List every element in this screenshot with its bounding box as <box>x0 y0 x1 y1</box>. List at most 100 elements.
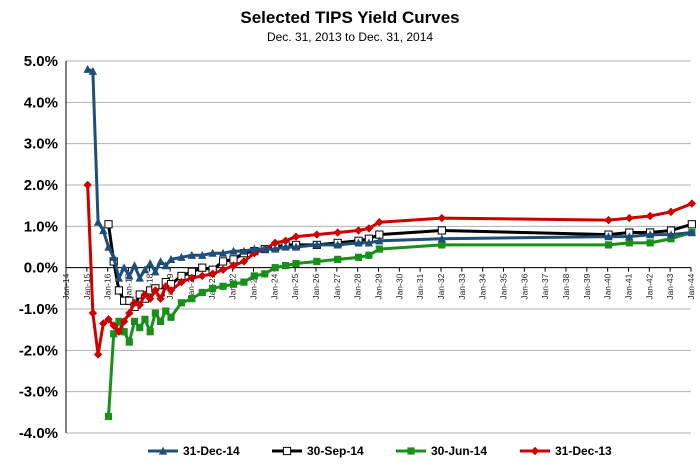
data-point <box>114 286 124 295</box>
data-point <box>146 328 154 336</box>
data-point <box>161 282 170 291</box>
data-point <box>140 265 150 274</box>
y-tick-label: 0.0% <box>24 260 58 277</box>
data-point <box>250 272 258 280</box>
y-tick-label: -2.0% <box>19 342 58 359</box>
data-point <box>218 248 228 257</box>
x-tick-label: Jan-44 <box>686 273 696 299</box>
x-tick-label: Jan-36 <box>519 273 529 299</box>
data-point <box>93 350 103 359</box>
data-point <box>151 267 160 276</box>
y-tick-label: 4.0% <box>24 94 58 111</box>
data-point <box>198 288 206 297</box>
data-point <box>156 257 165 266</box>
data-point <box>187 250 197 259</box>
data-point <box>625 213 634 223</box>
data-point <box>625 239 633 247</box>
x-tick-label: Jan-39 <box>582 273 592 299</box>
data-point <box>334 255 342 263</box>
data-point <box>687 228 697 237</box>
x-tick-label: Jan-37 <box>540 273 550 299</box>
data-point <box>115 317 123 325</box>
data-point <box>625 232 634 241</box>
data-point <box>110 330 118 338</box>
data-point <box>125 308 134 318</box>
data-point <box>93 217 103 226</box>
x-tick-label: Jan-20 <box>186 273 196 299</box>
data-point <box>167 313 175 321</box>
y-tick-label: 1.0% <box>24 218 58 235</box>
data-point <box>151 309 159 317</box>
data-point <box>130 261 139 270</box>
data-point <box>208 248 217 257</box>
y-tick-label: -1.0% <box>19 301 58 318</box>
data-point <box>354 238 363 247</box>
y-tick-label: 2.0% <box>24 177 58 194</box>
data-point <box>156 317 165 325</box>
plot-area-series <box>83 64 697 421</box>
x-tick-label: Jan-34 <box>478 273 488 299</box>
x-tick-label: Jan-28 <box>353 273 363 299</box>
series-30-Jun-14 <box>104 228 696 421</box>
data-point <box>208 269 217 279</box>
data-point <box>83 180 92 190</box>
x-tick-label: Jan-40 <box>603 273 613 299</box>
data-point <box>162 307 170 315</box>
data-point <box>135 300 144 310</box>
x-tick-label: Jan-14 <box>61 273 71 299</box>
data-point <box>291 242 301 251</box>
data-point <box>270 238 280 248</box>
data-point <box>218 257 228 266</box>
legend-label: 31-Dec-13 <box>555 444 612 458</box>
data-point <box>645 230 655 239</box>
data-point <box>229 246 238 255</box>
data-point <box>188 295 196 303</box>
x-tick-label: Jan-25 <box>290 273 300 299</box>
x-tick-label: Jan-26 <box>311 273 321 299</box>
data-point <box>270 244 280 253</box>
x-tick-label: Jan-38 <box>561 273 571 299</box>
data-point <box>141 315 149 323</box>
legend-swatch-marker <box>407 447 415 455</box>
data-point <box>375 218 384 227</box>
y-tick-label: 3.0% <box>24 136 58 153</box>
data-point <box>604 241 613 249</box>
y-axis-ticks: 5.0% 4.0% 3.0% 2.0% 1.0% 0.0% -1.0% -2.0% -3.0% -… <box>19 53 58 442</box>
data-point <box>229 261 238 270</box>
legend-swatch-marker <box>530 446 540 456</box>
data-point <box>312 230 322 239</box>
data-point <box>375 245 383 253</box>
data-point <box>333 240 342 249</box>
data-point <box>187 273 197 283</box>
data-point <box>166 255 176 263</box>
data-point <box>271 264 279 272</box>
x-tick-label: Jan-29 <box>374 273 384 299</box>
data-point <box>292 259 300 268</box>
data-point <box>99 319 108 328</box>
data-point <box>312 240 322 249</box>
data-point <box>109 252 118 261</box>
x-tick-label: Jan-23 <box>249 273 259 299</box>
data-point <box>281 262 290 270</box>
y-tick-label: 5.0% <box>24 53 58 70</box>
data-point <box>438 241 446 249</box>
data-point <box>364 224 374 233</box>
series-31-Dec-13 <box>83 180 697 359</box>
data-point <box>687 220 696 229</box>
data-point <box>83 64 92 73</box>
data-point <box>260 244 269 253</box>
data-point <box>365 251 373 259</box>
x-tick-label: Jan-42 <box>644 273 654 299</box>
data-point <box>333 228 342 237</box>
data-point <box>109 321 118 330</box>
legend-label: 30-Sep-14 <box>307 444 364 458</box>
x-tick-label: Jan-32 <box>436 273 446 299</box>
data-point <box>104 412 113 421</box>
data-point <box>645 211 655 221</box>
series-line <box>107 231 693 417</box>
series-line <box>87 67 692 280</box>
x-tick-label: Jan-31 <box>415 273 425 299</box>
data-point <box>240 278 248 286</box>
legend-item: 31-Dec-13 <box>520 444 612 458</box>
